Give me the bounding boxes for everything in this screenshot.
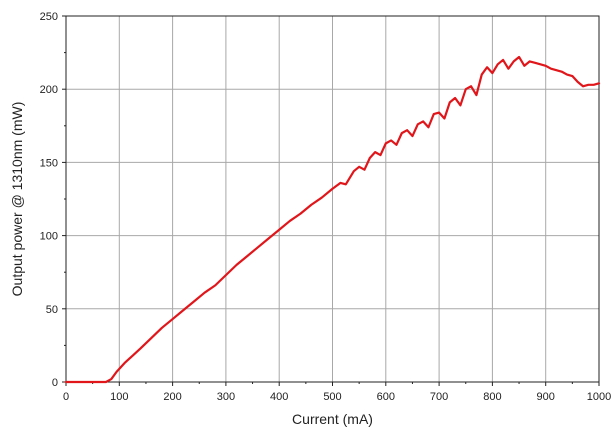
- x-tick-label: 200: [163, 391, 181, 403]
- x-axis-title: Current (mA): [292, 411, 373, 427]
- x-tick-label: 400: [270, 391, 288, 403]
- y-tick-label: 200: [40, 84, 58, 96]
- x-tick-label: 800: [483, 391, 501, 403]
- x-tick-label: 0: [63, 391, 69, 403]
- series-line: [64, 55, 601, 384]
- x-tick-label: 300: [217, 391, 235, 403]
- y-tick-label: 0: [52, 377, 58, 389]
- x-tick-label: 100: [110, 391, 128, 403]
- grid: [66, 15, 600, 382]
- x-tick-label: 900: [537, 391, 555, 403]
- x-tick-label: 1000: [587, 391, 611, 403]
- y-tick-label: 150: [40, 157, 58, 169]
- x-tick-label: 600: [377, 391, 395, 403]
- y-axis-title: Output power @ 1310nm (mW): [9, 102, 25, 297]
- series-layer: [64, 55, 601, 384]
- y-tick-label: 100: [40, 231, 58, 243]
- axes: [62, 15, 600, 386]
- x-tick-label: 700: [430, 391, 448, 403]
- tick-labels: 0 100 200 300 400 500 600 700 800 900 1000 0 50 100 15…: [40, 11, 612, 403]
- y-tick-label: 50: [46, 304, 58, 316]
- plot-frame: [65, 15, 600, 383]
- y-tick-label: 250: [40, 11, 58, 23]
- x-tick-label: 500: [323, 391, 341, 403]
